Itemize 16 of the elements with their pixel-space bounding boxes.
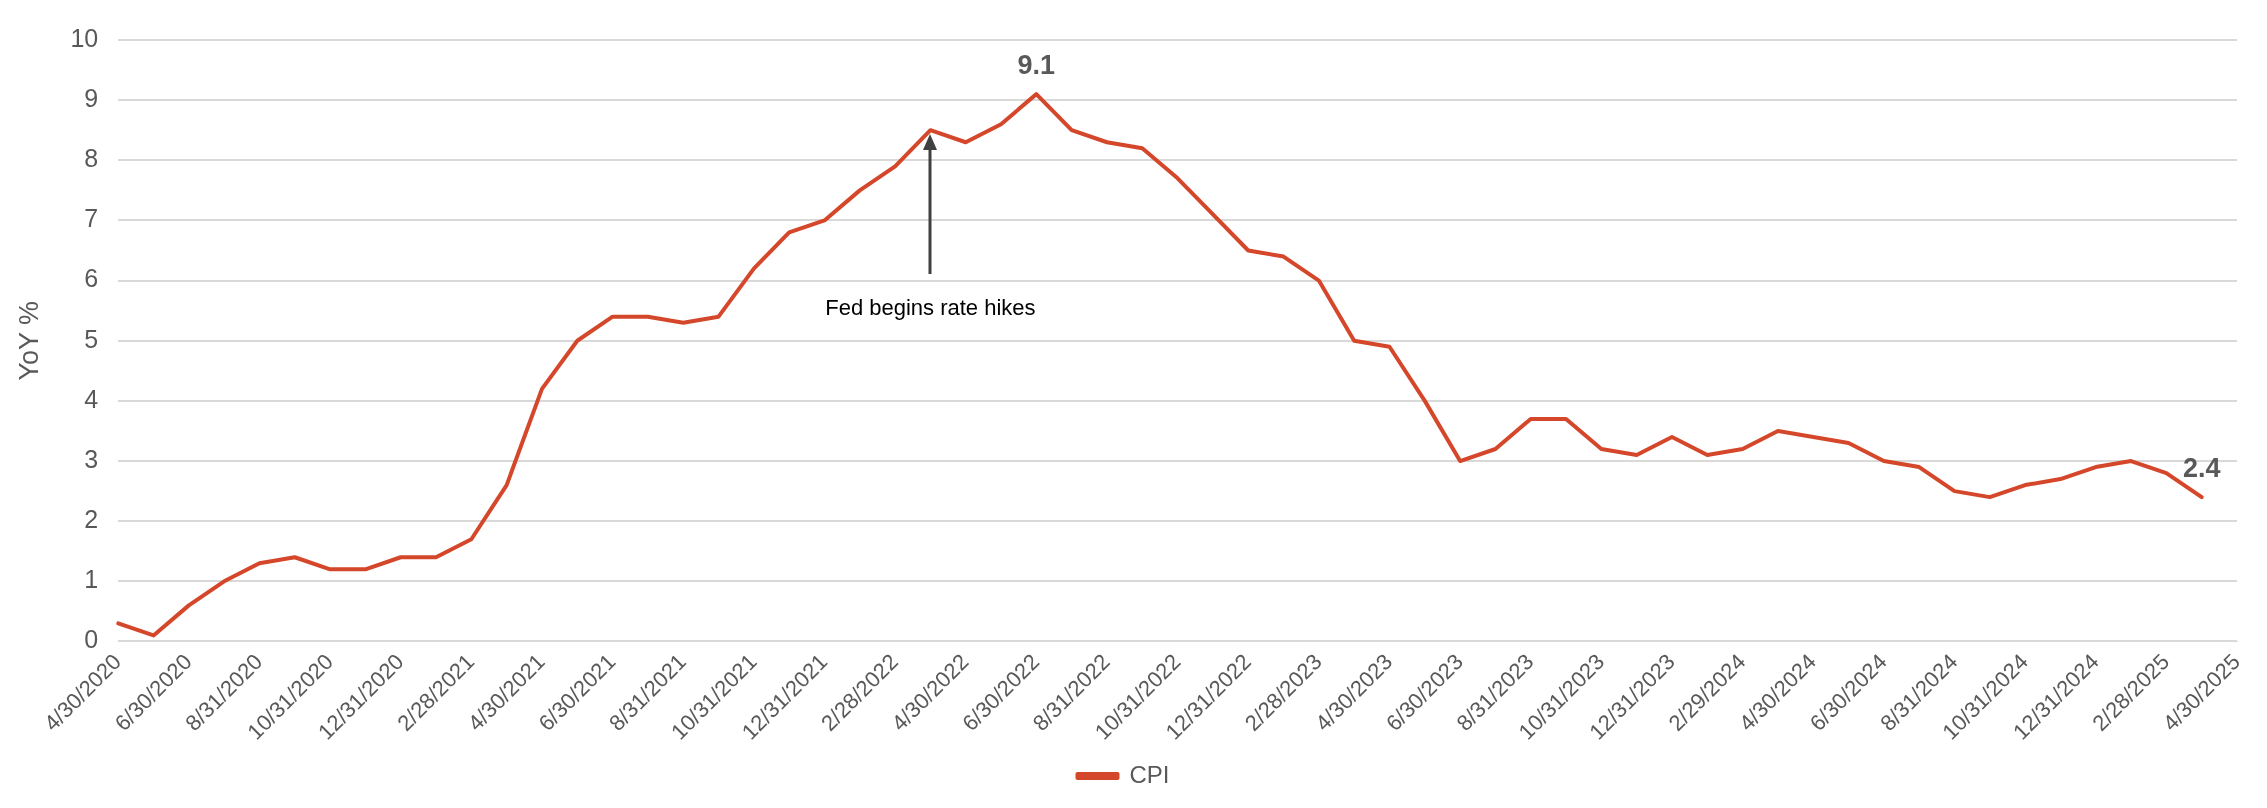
y-tick-label: 3 <box>84 444 99 473</box>
y-tick-label: 10 <box>70 23 99 52</box>
y-tick-label: 0 <box>84 625 99 654</box>
y-axis-title: YoY % <box>13 300 44 381</box>
data-label: 9.1 <box>1017 50 1056 81</box>
y-tick-label: 7 <box>84 204 99 233</box>
y-tick-label: 6 <box>84 264 99 293</box>
y-tick-label: 2 <box>84 505 99 534</box>
legend-label: CPI <box>1129 760 1170 788</box>
y-tick-label: 5 <box>84 324 99 353</box>
y-tick-label: 1 <box>84 565 99 594</box>
y-tick-label: 9 <box>84 84 99 113</box>
y-tick-label: 8 <box>84 144 99 173</box>
annotation: Fed begins rate hikes <box>825 295 1036 322</box>
y-tick-label: 4 <box>84 384 99 413</box>
data-label: 2.4 <box>2182 453 2221 484</box>
